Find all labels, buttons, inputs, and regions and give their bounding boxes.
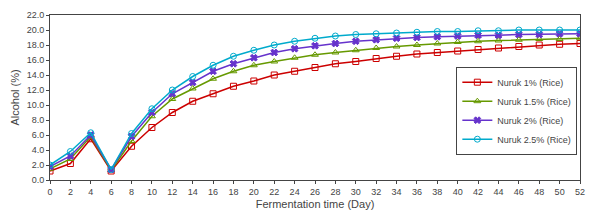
svg-text:12.0: 12.0 bbox=[27, 85, 45, 95]
svg-text:4: 4 bbox=[88, 187, 93, 197]
svg-text:Nuruk 2% (Rice): Nuruk 2% (Rice) bbox=[497, 116, 563, 126]
svg-text:18.0: 18.0 bbox=[27, 40, 45, 50]
svg-text:4.0: 4.0 bbox=[32, 145, 45, 155]
svg-text:20.0: 20.0 bbox=[27, 25, 45, 35]
svg-text:6.0: 6.0 bbox=[32, 130, 45, 140]
svg-text:38: 38 bbox=[432, 187, 442, 197]
svg-text:10: 10 bbox=[147, 187, 157, 197]
svg-text:36: 36 bbox=[412, 187, 422, 197]
svg-text:42: 42 bbox=[473, 187, 483, 197]
svg-text:22.0: 22.0 bbox=[27, 10, 45, 20]
svg-text:14.0: 14.0 bbox=[27, 70, 45, 80]
svg-text:0: 0 bbox=[47, 187, 52, 197]
svg-text:Nuruk 1% (Rice): Nuruk 1% (Rice) bbox=[497, 78, 563, 88]
svg-text:16: 16 bbox=[208, 187, 218, 197]
svg-text:24: 24 bbox=[290, 187, 300, 197]
svg-text:46: 46 bbox=[514, 187, 524, 197]
svg-text:50: 50 bbox=[555, 187, 565, 197]
svg-text:14: 14 bbox=[188, 187, 198, 197]
svg-text:Fermentation time (Day): Fermentation time (Day) bbox=[256, 198, 375, 210]
svg-text:2.0: 2.0 bbox=[32, 160, 45, 170]
svg-text:10.0: 10.0 bbox=[27, 100, 45, 110]
svg-text:26: 26 bbox=[310, 187, 320, 197]
svg-text:30: 30 bbox=[351, 187, 361, 197]
svg-text:52: 52 bbox=[575, 187, 585, 197]
svg-text:18: 18 bbox=[228, 187, 238, 197]
svg-text:22: 22 bbox=[269, 187, 279, 197]
svg-text:40: 40 bbox=[453, 187, 463, 197]
svg-text:6: 6 bbox=[109, 187, 114, 197]
svg-text:Alcohol (%): Alcohol (%) bbox=[9, 69, 21, 125]
svg-text:16.0: 16.0 bbox=[27, 55, 45, 65]
svg-text:Nuruk 1.5% (Rice): Nuruk 1.5% (Rice) bbox=[497, 97, 571, 107]
svg-text:0.0: 0.0 bbox=[32, 175, 45, 185]
svg-text:34: 34 bbox=[392, 187, 402, 197]
svg-text:8: 8 bbox=[129, 187, 134, 197]
svg-text:28: 28 bbox=[330, 187, 340, 197]
svg-text:2: 2 bbox=[68, 187, 73, 197]
svg-text:48: 48 bbox=[534, 187, 544, 197]
svg-text:8.0: 8.0 bbox=[32, 115, 45, 125]
svg-text:Nuruk 2.5% (Rice): Nuruk 2.5% (Rice) bbox=[497, 135, 571, 145]
svg-text:12: 12 bbox=[167, 187, 177, 197]
svg-text:20: 20 bbox=[249, 187, 259, 197]
svg-text:32: 32 bbox=[371, 187, 381, 197]
svg-text:44: 44 bbox=[493, 187, 503, 197]
